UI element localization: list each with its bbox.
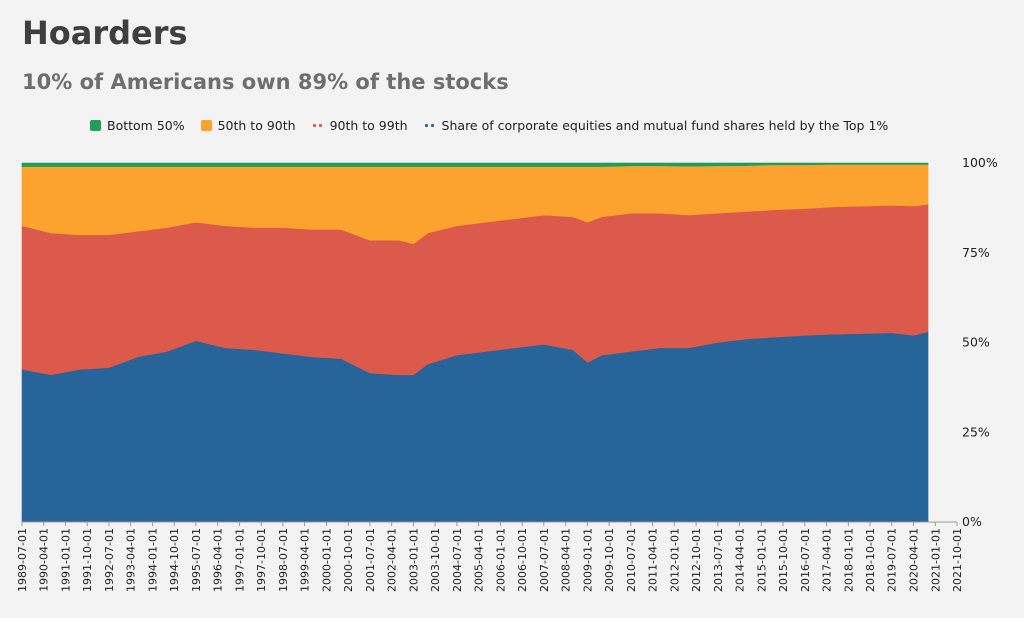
x-tick-label: 2010-07-01 <box>625 528 638 592</box>
x-tick-label: 1997-10-01 <box>255 528 268 592</box>
chart-legend: Bottom 50% 50th to 90th 90th to 99th Sha… <box>90 118 904 133</box>
legend-swatch-top-1 <box>424 120 436 131</box>
x-tick-label: 2006-10-01 <box>516 528 529 592</box>
chart-subtitle: 10% of Americans own 89% of the stocks <box>22 70 509 94</box>
x-tick-label: 2016-07-01 <box>799 528 812 592</box>
x-tick-label: 2001-07-01 <box>364 528 377 592</box>
x-tick-label: 1993-04-01 <box>125 528 138 592</box>
y-tick-label: 75% <box>962 245 990 260</box>
x-tick-label: 2008-04-01 <box>560 528 573 592</box>
x-tick-label: 2011-04-01 <box>647 528 660 592</box>
x-tick-label: 2013-07-01 <box>712 528 725 592</box>
x-tick-label: 2000-10-01 <box>342 528 355 592</box>
x-tick-label: 2014-04-01 <box>734 528 747 592</box>
legend-swatch-50th-to-90th <box>200 120 212 131</box>
x-tick-label: 2012-10-01 <box>690 528 703 592</box>
legend-label-50th-to-90th: 50th to 90th <box>217 118 296 133</box>
x-tick-label: 1995-07-01 <box>190 528 203 592</box>
x-tick-label: 1994-01-01 <box>147 528 160 592</box>
x-tick-label: 1992-07-01 <box>103 528 116 592</box>
x-tick-label: 2018-01-01 <box>842 528 855 592</box>
x-tick-label: 1990-04-01 <box>38 528 51 592</box>
x-tick-label: 2009-01-01 <box>581 528 594 592</box>
x-tick-label: 2019-07-01 <box>886 528 899 592</box>
x-tick-label: 2012-01-01 <box>668 528 681 592</box>
y-tick-label: 50% <box>962 335 990 350</box>
x-tick-label: 2004-07-01 <box>451 528 464 592</box>
x-tick-label: 1994-10-01 <box>168 528 181 592</box>
x-tick-label: 2021-01-01 <box>929 528 942 592</box>
legend-item-90th-to-99th[interactable]: 90th to 99th <box>312 118 408 133</box>
x-tick-label: 2018-10-01 <box>864 528 877 592</box>
legend-item-bottom-50[interactable]: Bottom 50% <box>90 118 185 133</box>
y-axis: 0% 25% 50% 75% 100% <box>962 155 998 529</box>
chart-title: Hoarders <box>22 14 188 52</box>
x-tick-label: 2007-07-01 <box>538 528 551 592</box>
x-tick-label: 2017-04-01 <box>821 528 834 592</box>
x-tick-label: 2003-10-01 <box>429 528 442 592</box>
x-tick-label: 1991-10-01 <box>81 528 94 592</box>
x-tick-label: 1989-07-01 <box>16 528 29 592</box>
legend-swatch-bottom-50 <box>90 120 101 131</box>
legend-label-top-1: Share of corporate equities and mutual f… <box>441 118 889 133</box>
legend-swatch-90th-to-99th <box>312 120 324 131</box>
area-bottom-50 <box>21 162 929 167</box>
x-tick-label: 1996-04-01 <box>212 528 225 592</box>
area-series <box>21 162 929 523</box>
x-tick-label: 2005-04-01 <box>473 528 486 592</box>
y-tick-label: 0% <box>962 514 982 529</box>
x-tick-label: 2000-01-01 <box>320 528 333 592</box>
area-share-of-corporate-equities-and-mutual-fund-shares-held-by-the-top-1 <box>21 331 929 523</box>
legend-item-50th-to-90th[interactable]: 50th to 90th <box>200 118 296 133</box>
x-tick-label: 2003-01-01 <box>407 528 420 592</box>
x-tick-label: 1999-04-01 <box>299 528 312 592</box>
legend-item-top-1[interactable]: Share of corporate equities and mutual f… <box>424 118 889 133</box>
legend-label-90th-to-99th: 90th to 99th <box>329 118 408 133</box>
x-tick-label: 2015-10-01 <box>777 528 790 592</box>
x-tick-label: 2009-10-01 <box>603 528 616 592</box>
x-tick-label: 2015-01-01 <box>755 528 768 592</box>
legend-label-bottom-50: Bottom 50% <box>107 118 185 133</box>
x-tick-label: 2021-10-01 <box>951 528 964 592</box>
x-tick-label: 1998-07-01 <box>277 528 290 592</box>
x-axis: 1989-07-01 1990-04-01 1991-01-01 1991-10-01… <box>16 521 964 592</box>
y-tick-label: 100% <box>962 155 998 170</box>
x-tick-label: 1991-01-01 <box>60 528 73 592</box>
x-tick-label: 2006-01-01 <box>494 528 507 592</box>
x-tick-label: 2002-04-01 <box>386 528 399 592</box>
y-tick-label: 25% <box>962 424 990 439</box>
x-tick-label: 1997-01-01 <box>234 528 247 592</box>
x-tick-label: 2020-04-01 <box>908 528 921 592</box>
